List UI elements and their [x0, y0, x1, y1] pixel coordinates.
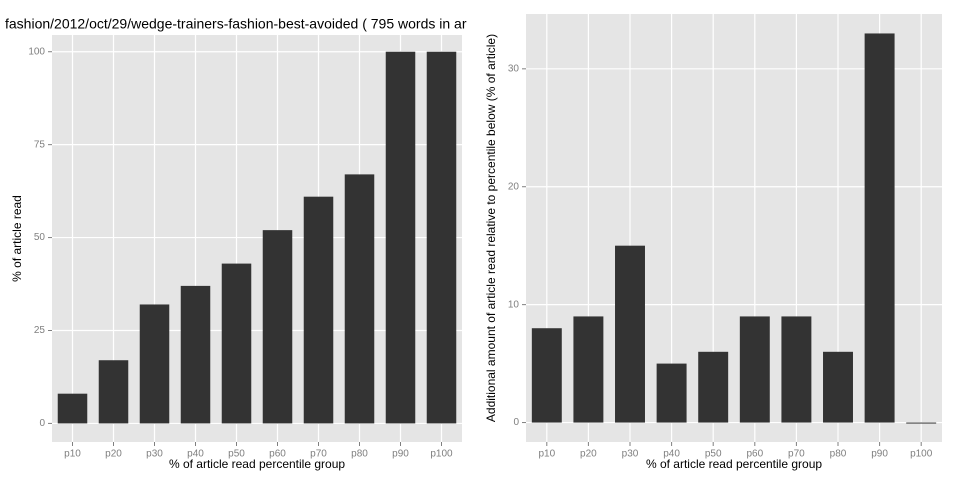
- x-tick-label: p30: [146, 449, 163, 460]
- x-tick-label: p70: [310, 449, 327, 460]
- x-tick-label: p100: [430, 449, 453, 460]
- bar: [426, 51, 457, 424]
- bar: [221, 263, 252, 424]
- x-tick-label: p60: [269, 449, 286, 460]
- y-tick-label: 25: [34, 325, 46, 336]
- bar: [262, 230, 293, 424]
- y-tick-label: 10: [508, 299, 520, 310]
- x-tick-label: p50: [705, 449, 722, 460]
- bar: [781, 316, 812, 423]
- bar: [698, 351, 729, 423]
- bar: [57, 393, 88, 424]
- x-tick-label: p60: [746, 449, 763, 460]
- x-tick-label: p90: [871, 449, 888, 460]
- chart-title: fashion/2012/oct/29/wedge-trainers-fashi…: [5, 16, 467, 32]
- x-tick-label: p40: [187, 449, 204, 460]
- bar: [906, 422, 937, 424]
- y-tick-label: 0: [39, 418, 45, 429]
- x-tick-label: p100: [910, 449, 933, 460]
- bar: [180, 285, 211, 424]
- bar: [139, 304, 170, 424]
- x-tick-label: p50: [228, 449, 245, 460]
- x-tick-label: p20: [580, 449, 597, 460]
- y-tick-label: 0: [513, 417, 519, 428]
- bar: [864, 33, 895, 423]
- bar: [656, 363, 687, 423]
- bar: [823, 351, 853, 423]
- x-tick-label: p70: [788, 449, 805, 460]
- y-tick-label: 100: [28, 46, 45, 57]
- bar: [344, 174, 375, 424]
- bar: [573, 316, 604, 423]
- x-axis-label: % of article read percentile group: [646, 457, 822, 471]
- x-tick-label: p20: [105, 449, 122, 460]
- bar: [615, 245, 645, 423]
- x-axis-label: % of article read percentile group: [169, 457, 345, 471]
- y-tick-label: 30: [508, 63, 520, 74]
- y-axis-label: Additional amount of article read relati…: [484, 34, 498, 422]
- bar: [385, 51, 416, 424]
- bar: [303, 196, 334, 424]
- x-tick-label: p90: [392, 449, 409, 460]
- y-tick-label: 20: [508, 181, 520, 192]
- x-tick-label: p10: [538, 449, 555, 460]
- y-axis-label: % of article read: [10, 195, 24, 282]
- y-tick-label: 50: [34, 232, 46, 243]
- y-tick-label: 75: [34, 139, 46, 150]
- bar: [739, 316, 770, 423]
- x-tick-label: p10: [64, 449, 81, 460]
- x-tick-label: p80: [351, 449, 368, 460]
- x-tick-label: p40: [663, 449, 680, 460]
- x-tick-label: p30: [622, 449, 639, 460]
- x-tick-label: p80: [830, 449, 847, 460]
- bar: [531, 328, 562, 423]
- bar: [98, 360, 129, 424]
